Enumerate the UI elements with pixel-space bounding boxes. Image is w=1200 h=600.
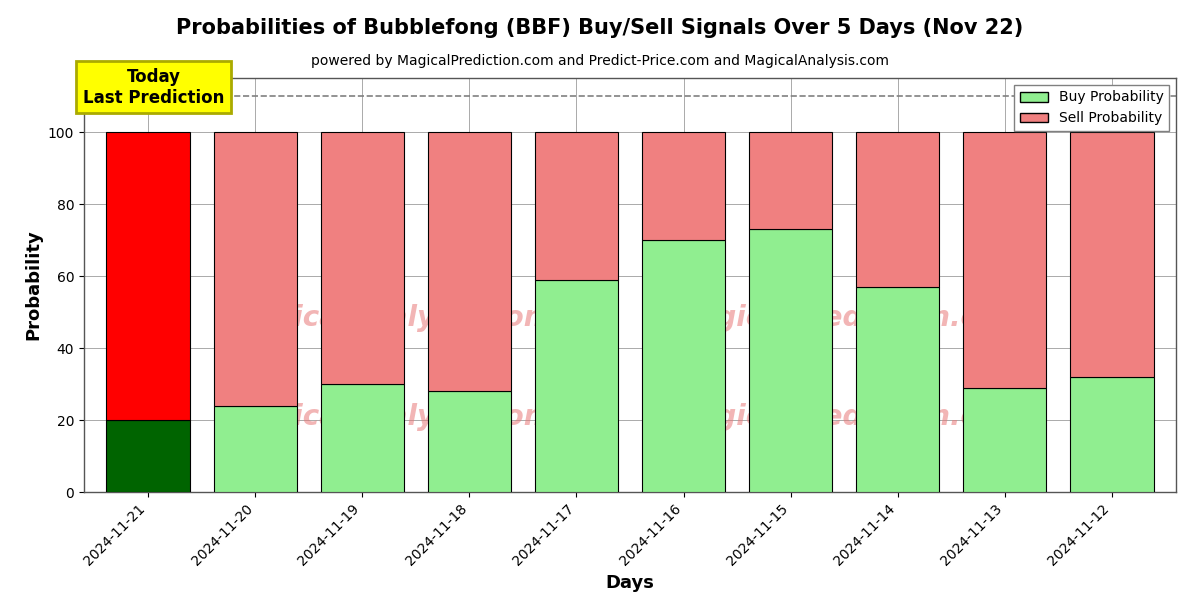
Bar bbox=[1070, 132, 1153, 377]
Bar bbox=[856, 287, 940, 492]
Text: powered by MagicalPrediction.com and Predict-Price.com and MagicalAnalysis.com: powered by MagicalPrediction.com and Pre… bbox=[311, 54, 889, 68]
Bar bbox=[535, 132, 618, 280]
Bar bbox=[107, 132, 190, 420]
Bar bbox=[962, 132, 1046, 388]
Text: MagicalAnalysis.com: MagicalAnalysis.com bbox=[227, 403, 552, 431]
Bar bbox=[427, 132, 511, 391]
Legend: Buy Probability, Sell Probability: Buy Probability, Sell Probability bbox=[1014, 85, 1169, 131]
Y-axis label: Probability: Probability bbox=[24, 230, 42, 340]
Bar bbox=[107, 420, 190, 492]
Text: Today
Last Prediction: Today Last Prediction bbox=[83, 68, 224, 107]
Bar bbox=[749, 229, 833, 492]
Bar bbox=[962, 388, 1046, 492]
Bar bbox=[856, 132, 940, 287]
Text: MagicalAnalysis.com: MagicalAnalysis.com bbox=[227, 304, 552, 332]
Bar bbox=[320, 384, 404, 492]
Bar bbox=[427, 391, 511, 492]
Bar bbox=[642, 240, 725, 492]
Text: MagicalPrediction.com: MagicalPrediction.com bbox=[671, 304, 1026, 332]
Text: MagicalPrediction.com: MagicalPrediction.com bbox=[671, 403, 1026, 431]
Bar bbox=[749, 132, 833, 229]
Bar bbox=[214, 406, 298, 492]
X-axis label: Days: Days bbox=[606, 574, 654, 592]
Bar bbox=[214, 132, 298, 406]
Bar bbox=[642, 132, 725, 240]
Bar bbox=[535, 280, 618, 492]
Bar bbox=[1070, 377, 1153, 492]
Text: Probabilities of Bubblefong (BBF) Buy/Sell Signals Over 5 Days (Nov 22): Probabilities of Bubblefong (BBF) Buy/Se… bbox=[176, 18, 1024, 38]
Bar bbox=[320, 132, 404, 384]
